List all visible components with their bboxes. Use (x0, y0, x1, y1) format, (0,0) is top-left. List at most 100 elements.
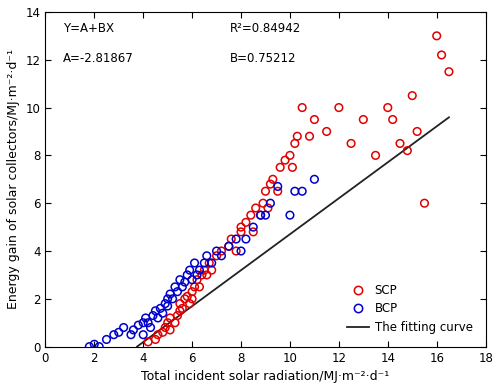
Point (203, 253, 211, 259)
Point (225, 243, 233, 249)
Point (176, 277, 184, 283)
Point (154, 315, 162, 321)
Point (232, 248, 240, 254)
Point (388, 116, 396, 122)
Point (294, 133, 302, 139)
Point (164, 296, 172, 302)
Point (237, 248, 245, 254)
Point (176, 308, 184, 314)
Point (225, 243, 233, 249)
Point (276, 164, 284, 170)
Point (181, 279, 189, 285)
Point (166, 291, 174, 297)
Point (120, 324, 128, 331)
Point (154, 332, 162, 338)
Point (190, 284, 198, 290)
Point (127, 332, 135, 338)
Point (227, 236, 235, 242)
Point (218, 253, 226, 259)
Point (256, 212, 264, 218)
Point (208, 267, 216, 273)
Point (298, 188, 306, 194)
Text: R²=0.84942: R²=0.84942 (230, 22, 302, 35)
Point (262, 188, 270, 194)
Point (291, 140, 299, 147)
Point (250, 229, 258, 235)
Legend: SCP, BCP, The fitting curve: SCP, BCP, The fitting curve (340, 277, 479, 341)
Point (146, 324, 154, 331)
Point (168, 296, 176, 302)
Point (232, 236, 240, 242)
Point (178, 305, 186, 312)
Point (198, 272, 206, 278)
Point (142, 315, 150, 321)
Point (281, 157, 289, 163)
Text: Y=A+BX: Y=A+BX (63, 22, 114, 35)
Point (291, 188, 299, 194)
Point (174, 289, 182, 295)
Point (188, 296, 196, 302)
Point (445, 69, 453, 75)
Point (259, 200, 267, 206)
Point (242, 219, 250, 225)
Point (171, 320, 179, 326)
Point (164, 303, 172, 309)
Point (176, 300, 184, 307)
Point (161, 300, 169, 307)
Text: B=0.75212: B=0.75212 (230, 52, 297, 65)
Point (438, 52, 446, 58)
Point (114, 329, 122, 335)
Point (183, 272, 191, 278)
Point (212, 248, 220, 254)
Point (139, 332, 147, 338)
Point (161, 324, 169, 331)
Point (298, 105, 306, 111)
Point (247, 212, 255, 218)
Point (174, 312, 182, 319)
Point (208, 260, 216, 266)
Point (181, 296, 189, 302)
Point (310, 176, 318, 183)
Point (252, 205, 260, 211)
Point (139, 320, 147, 326)
Point (200, 260, 208, 266)
Point (286, 152, 294, 158)
Point (274, 188, 281, 194)
Point (134, 322, 142, 328)
Point (203, 272, 211, 278)
Point (242, 236, 250, 242)
Point (432, 33, 440, 39)
Point (178, 284, 186, 290)
Point (102, 336, 110, 342)
Point (266, 181, 274, 187)
Point (159, 329, 167, 335)
Point (149, 312, 157, 319)
Point (166, 315, 174, 321)
Text: A=-2.81867: A=-2.81867 (63, 52, 134, 65)
Point (269, 176, 277, 183)
Point (159, 310, 167, 316)
Point (250, 224, 258, 230)
Point (237, 229, 245, 235)
Point (212, 253, 220, 259)
Point (166, 327, 174, 333)
Point (262, 212, 270, 218)
Point (196, 284, 203, 290)
Point (218, 248, 226, 254)
Point (347, 140, 355, 147)
Point (413, 128, 421, 135)
Point (144, 320, 152, 326)
Point (190, 260, 198, 266)
Point (286, 212, 294, 218)
Point (193, 272, 201, 278)
Point (237, 224, 245, 230)
Point (186, 300, 194, 307)
Point (288, 164, 296, 170)
Point (188, 289, 196, 295)
Point (420, 200, 428, 206)
Point (384, 105, 392, 111)
Point (95, 344, 103, 350)
Point (335, 105, 343, 111)
Point (144, 339, 152, 345)
Y-axis label: Energy gain of solar collectors/MJ·m⁻²·d⁻¹: Energy gain of solar collectors/MJ·m⁻²·d… (7, 49, 20, 309)
